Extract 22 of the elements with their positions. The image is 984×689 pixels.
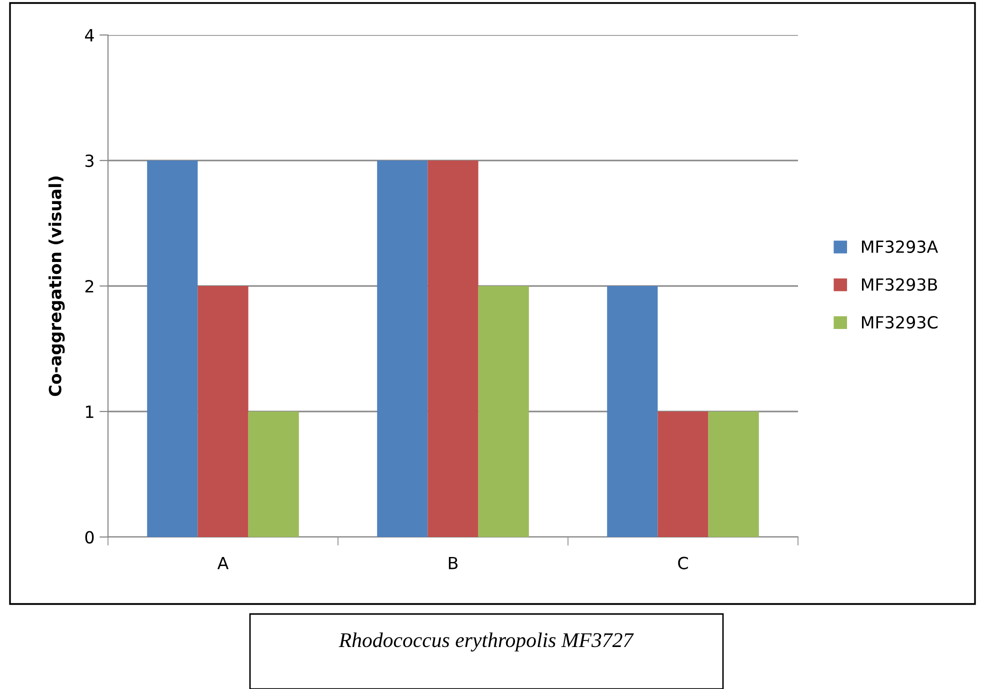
x-tick-label: C [678,556,688,570]
y-axis-title: Co-aggregation (visual) [48,176,65,396]
y-tick-label: 4 [85,29,94,42]
y-tick-label: 3 [85,154,94,168]
y-tick-label: 2 [85,280,94,292]
bar [708,412,759,537]
legend-label: MF3293C [862,316,938,329]
y-tick-label: 1 [86,406,94,418]
bar [248,412,299,537]
legend-label: MF3293B [862,278,938,291]
bar [147,160,198,537]
legend-label: MF3293A [862,240,938,254]
bar [607,286,658,537]
bar [377,160,428,537]
text: Rhodococcus erythropolis MF3727 [338,632,634,652]
x-tick-label: B [448,556,458,570]
bar [198,286,248,537]
bar [478,286,529,537]
bar [658,412,708,537]
bar [428,160,478,537]
x-tick-label: A [217,556,229,570]
y-tick-label: 0 [85,530,94,544]
